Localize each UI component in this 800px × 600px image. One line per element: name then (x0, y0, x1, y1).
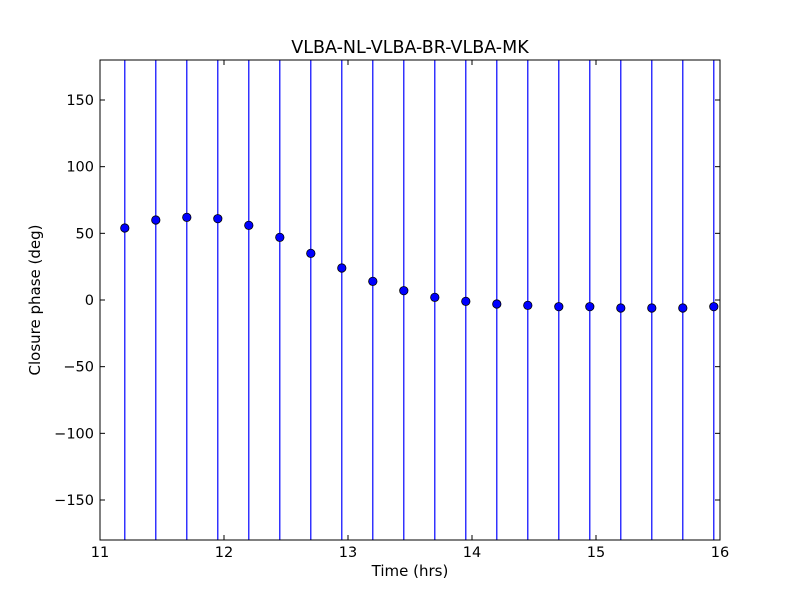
data-point-15 (554, 302, 564, 312)
data-point-10 (399, 286, 409, 296)
y-tick-label: 0 (85, 293, 94, 309)
y-tick-label: −150 (54, 493, 94, 509)
y-axis-label: Closure phase (deg) (26, 225, 44, 376)
data-point-3 (182, 212, 192, 222)
data-point-16 (585, 302, 595, 312)
x-tick-label: 15 (587, 545, 605, 561)
data-point-11 (430, 292, 440, 302)
data-point-19 (678, 303, 688, 313)
x-axis-label: Time (hrs) (371, 562, 449, 580)
y-tick-label: 50 (76, 226, 94, 242)
data-point-2 (151, 215, 161, 225)
data-point-13 (492, 299, 502, 309)
data-point-20 (709, 302, 719, 312)
y-tick-label: −100 (54, 426, 94, 442)
data-point-18 (647, 303, 657, 313)
data-point-6 (275, 232, 285, 242)
data-point-4 (213, 214, 223, 224)
data-point-9 (368, 276, 378, 286)
data-point-8 (337, 263, 347, 273)
data-point-14 (523, 300, 533, 310)
data-point-7 (306, 248, 316, 258)
y-tick-label: 150 (66, 93, 94, 109)
y-tick-label: −50 (63, 360, 94, 376)
plot-area-background (100, 60, 720, 540)
point-layer (120, 212, 719, 313)
data-point-1 (120, 223, 130, 233)
x-tick-label: 11 (91, 545, 109, 561)
x-tick-label: 13 (339, 545, 357, 561)
x-axis-ticks: 11 12 13 14 15 16 (91, 60, 729, 561)
y-axis-ticks: 150 100 50 0 −50 −100 −150 (54, 93, 720, 509)
x-tick-label: 14 (463, 545, 481, 561)
x-tick-label: 16 (711, 545, 729, 561)
data-point-5 (244, 220, 254, 230)
chart-title: VLBA-NL-VLBA-BR-VLBA-MK (291, 38, 529, 58)
data-point-12 (461, 296, 471, 306)
y-tick-label: 100 (66, 160, 94, 176)
data-point-17 (616, 303, 626, 313)
x-tick-label: 12 (215, 545, 233, 561)
